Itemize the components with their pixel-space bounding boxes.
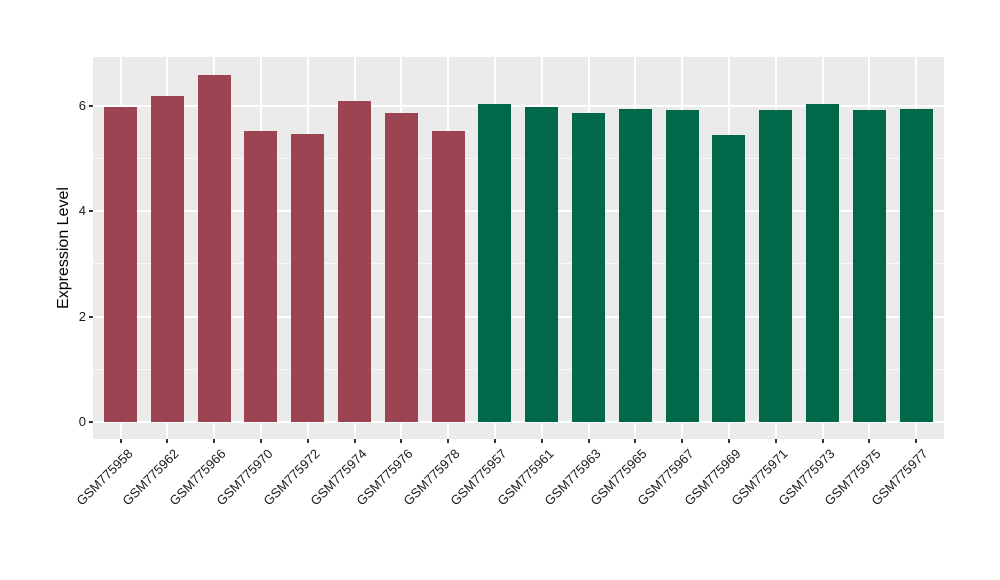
- gridline-minor: [93, 158, 944, 160]
- x-axis-tick: [915, 439, 918, 443]
- gridline-major: [93, 104, 944, 107]
- bar: [899, 109, 933, 422]
- x-axis-tick: [493, 439, 496, 443]
- gridline-minor: [93, 263, 944, 265]
- bar: [291, 134, 325, 422]
- gridline-major: [93, 421, 944, 423]
- y-tick-label: 6: [78, 97, 86, 113]
- bar: [197, 74, 231, 422]
- bar: [431, 130, 465, 422]
- y-tick-label: 4: [78, 203, 86, 219]
- bar: [806, 103, 839, 422]
- x-axis-tick: [821, 439, 824, 443]
- x-axis-tick: [540, 439, 543, 443]
- x-axis-tick: [400, 439, 403, 443]
- bar: [665, 110, 699, 422]
- x-axis-tick: [774, 439, 777, 443]
- y-tick-label: 0: [78, 414, 86, 429]
- gridline-minor: [93, 368, 944, 370]
- gridline-major: [93, 210, 944, 213]
- bar: [525, 106, 559, 422]
- bar: [244, 130, 278, 422]
- x-axis-tick: [681, 439, 684, 443]
- bar: [384, 112, 418, 422]
- x-axis-tick: [353, 439, 356, 443]
- bar: [150, 96, 184, 422]
- bar: [338, 100, 371, 422]
- x-axis-tick: [727, 439, 730, 443]
- bar: [572, 112, 605, 422]
- bar: [852, 109, 886, 422]
- x-axis-tick: [259, 439, 262, 443]
- x-axis-tick: [213, 439, 216, 443]
- x-axis-tick: [447, 439, 450, 443]
- x-axis-tick: [166, 439, 169, 443]
- bar: [759, 110, 793, 422]
- x-axis-tick: [119, 439, 122, 443]
- bar: [712, 135, 746, 422]
- y-tick-label: 2: [78, 308, 86, 324]
- y-axis-tick: [89, 315, 93, 318]
- y-axis-tick: [89, 104, 93, 107]
- y-axis-tick: [89, 210, 93, 213]
- x-axis-tick: [306, 439, 309, 443]
- bar: [618, 109, 652, 422]
- plot-panel: [93, 57, 944, 439]
- bar: [104, 107, 137, 422]
- x-axis-tick: [587, 439, 590, 443]
- y-axis-tick: [89, 421, 93, 423]
- x-axis-tick: [634, 439, 637, 443]
- bar: [478, 104, 512, 422]
- gridline-major: [93, 315, 944, 318]
- x-axis-tick: [868, 439, 871, 443]
